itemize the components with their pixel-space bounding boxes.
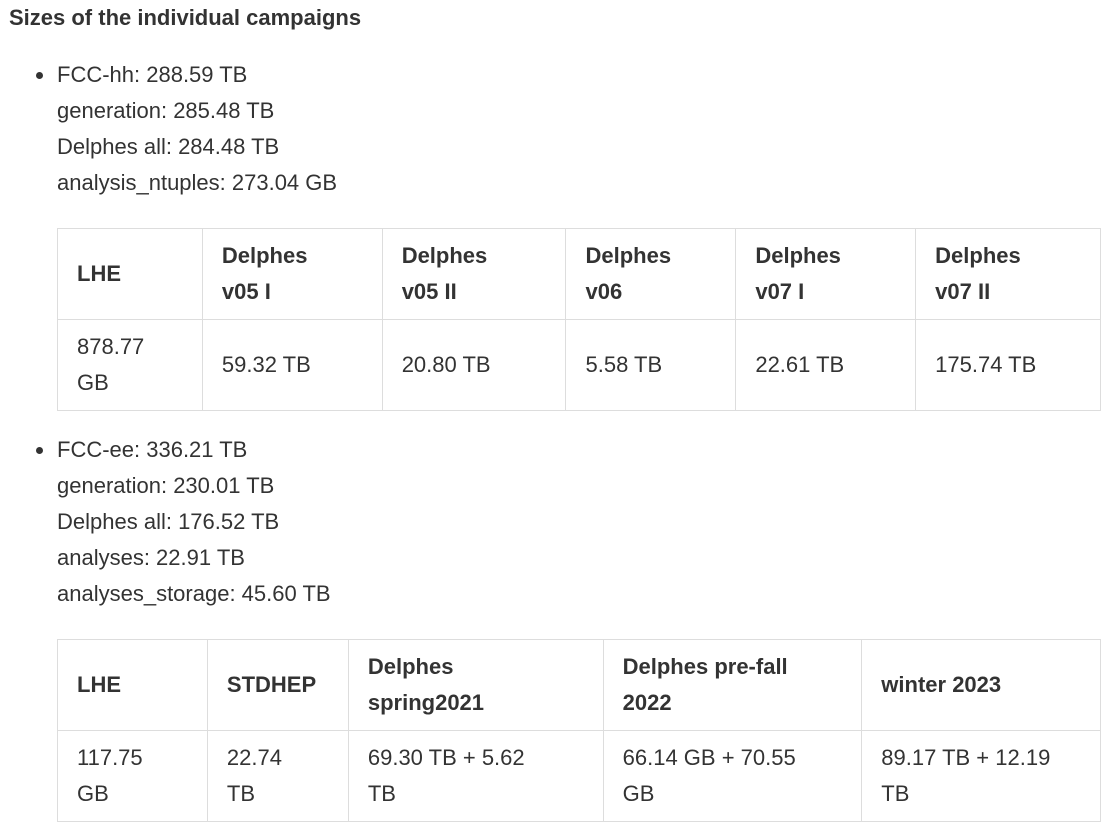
column-header-delphes-spring2021: Delphes spring2021 (347, 639, 604, 731)
fcc-hh-delphes-all: Delphes all: 284.48 TB (57, 134, 280, 159)
column-header-delphes-v05-ii: Delphes v05 II (381, 228, 567, 320)
column-header-stdhep: STDHEP (206, 639, 349, 731)
fcc-hh-total: FCC-hh: 288.59 TB (57, 62, 248, 87)
column-header-delphes-pre-fall-2022: Delphes pre-fall 2022 (602, 639, 863, 731)
fcc-ee-analyses-storage: analyses_storage: 45.60 TB (57, 581, 331, 606)
fcc-ee-analyses: analyses: 22.91 TB (57, 545, 245, 570)
table-row: 878.77 GB 59.32 TB 20.80 TB 5.58 TB 22.61… (57, 319, 1101, 411)
fcc-ee-generation: generation: 230.01 TB (57, 473, 275, 498)
fcc-hh-analysis-ntuples: analysis_ntuples: 273.04 GB (57, 170, 338, 195)
column-header-lhe: LHE (57, 639, 208, 731)
cell-stdhep: 22.74 TB (206, 730, 349, 822)
section-heading: Sizes of the individual campaigns (9, 5, 362, 30)
fcc-ee-table: LHE STDHEP Delphes spring2021 Delphes pre… (57, 639, 1101, 822)
cell-delphes-v05-i: 59.32 TB (201, 319, 383, 411)
cell-winter-2023: 89.17 TB + 12.19 TB (861, 730, 1101, 822)
column-header-winter-2023: winter 2023 (861, 639, 1101, 731)
fcc-hh-summary: FCC-hh: 288.59 TB generation: 285.48 TB … (57, 57, 337, 201)
column-header-delphes-v06: Delphes v06 (565, 228, 737, 320)
fcc-ee-delphes-all: Delphes all: 176.52 TB (57, 509, 280, 534)
cell-delphes-v06: 5.58 TB (565, 319, 737, 411)
fcc-hh-table: LHE Delphes v05 I Delphes v05 II Delphes v0… (57, 228, 1101, 411)
cell-delphes-pre-fall-2022: 66.14 GB + 70.55 GB (602, 730, 863, 822)
column-header-delphes-v07-ii: Delphes v07 II (915, 228, 1101, 320)
cell-delphes-v07-i: 22.61 TB (735, 319, 917, 411)
column-header-delphes-v05-i: Delphes v05 I (201, 228, 383, 320)
cell-delphes-v05-ii: 20.80 TB (381, 319, 567, 411)
table-header-row: LHE STDHEP Delphes spring2021 Delphes pre… (57, 639, 1101, 731)
fcc-ee-total: FCC-ee: 336.21 TB (57, 437, 248, 462)
table-row: 117.75 GB 22.74 TB 69.30 TB + 5.62 TB 66.14… (57, 730, 1101, 822)
fcc-ee-summary: FCC-ee: 336.21 TB generation: 230.01 TB … (57, 432, 331, 612)
fcc-hh-generation: generation: 285.48 TB (57, 98, 275, 123)
cell-delphes-spring2021: 69.30 TB + 5.62 TB (347, 730, 604, 822)
column-header-delphes-v07-i: Delphes v07 I (735, 228, 917, 320)
list-bullet (36, 72, 43, 79)
cell-lhe: 878.77 GB (57, 319, 203, 411)
list-bullet (36, 447, 43, 454)
table-header-row: LHE Delphes v05 I Delphes v05 II Delphes v0… (57, 228, 1101, 320)
cell-delphes-v07-ii: 175.74 TB (915, 319, 1101, 411)
column-header-lhe: LHE (57, 228, 203, 320)
cell-lhe: 117.75 GB (57, 730, 208, 822)
